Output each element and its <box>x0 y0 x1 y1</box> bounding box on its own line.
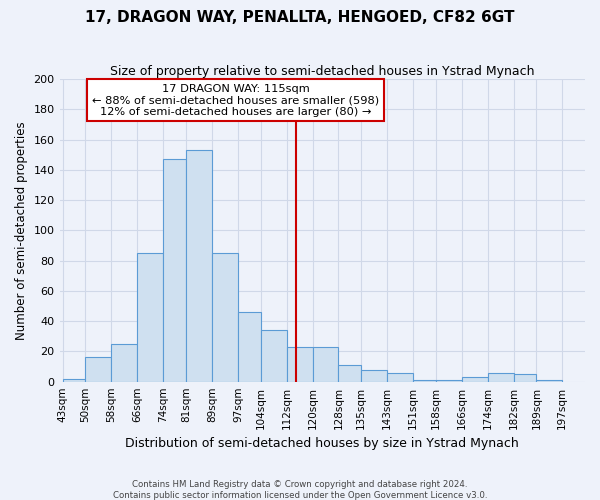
Bar <box>260 330 287 382</box>
Bar <box>536 380 562 382</box>
Bar <box>313 347 338 382</box>
Bar <box>287 347 313 382</box>
X-axis label: Distribution of semi-detached houses by size in Ystrad Mynach: Distribution of semi-detached houses by … <box>125 437 519 450</box>
Text: 17 DRAGON WAY: 115sqm
← 88% of semi-detached houses are smaller (598)
12% of sem: 17 DRAGON WAY: 115sqm ← 88% of semi-deta… <box>92 84 379 117</box>
Bar <box>63 378 85 382</box>
Bar <box>387 372 413 382</box>
Text: Contains HM Land Registry data © Crown copyright and database right 2024.
Contai: Contains HM Land Registry data © Crown c… <box>113 480 487 500</box>
Bar <box>238 312 260 382</box>
Bar <box>85 358 112 382</box>
Bar <box>137 253 163 382</box>
Bar <box>462 377 488 382</box>
Bar <box>488 372 514 382</box>
Bar <box>163 160 186 382</box>
Bar <box>413 380 436 382</box>
Y-axis label: Number of semi-detached properties: Number of semi-detached properties <box>15 121 28 340</box>
Bar <box>112 344 137 382</box>
Bar <box>514 374 536 382</box>
Title: Size of property relative to semi-detached houses in Ystrad Mynach: Size of property relative to semi-detach… <box>110 65 535 78</box>
Bar <box>361 370 387 382</box>
Bar <box>436 380 462 382</box>
Bar <box>338 365 361 382</box>
Bar <box>186 150 212 382</box>
Text: 17, DRAGON WAY, PENALLTA, HENGOED, CF82 6GT: 17, DRAGON WAY, PENALLTA, HENGOED, CF82 … <box>85 10 515 25</box>
Bar <box>212 253 238 382</box>
